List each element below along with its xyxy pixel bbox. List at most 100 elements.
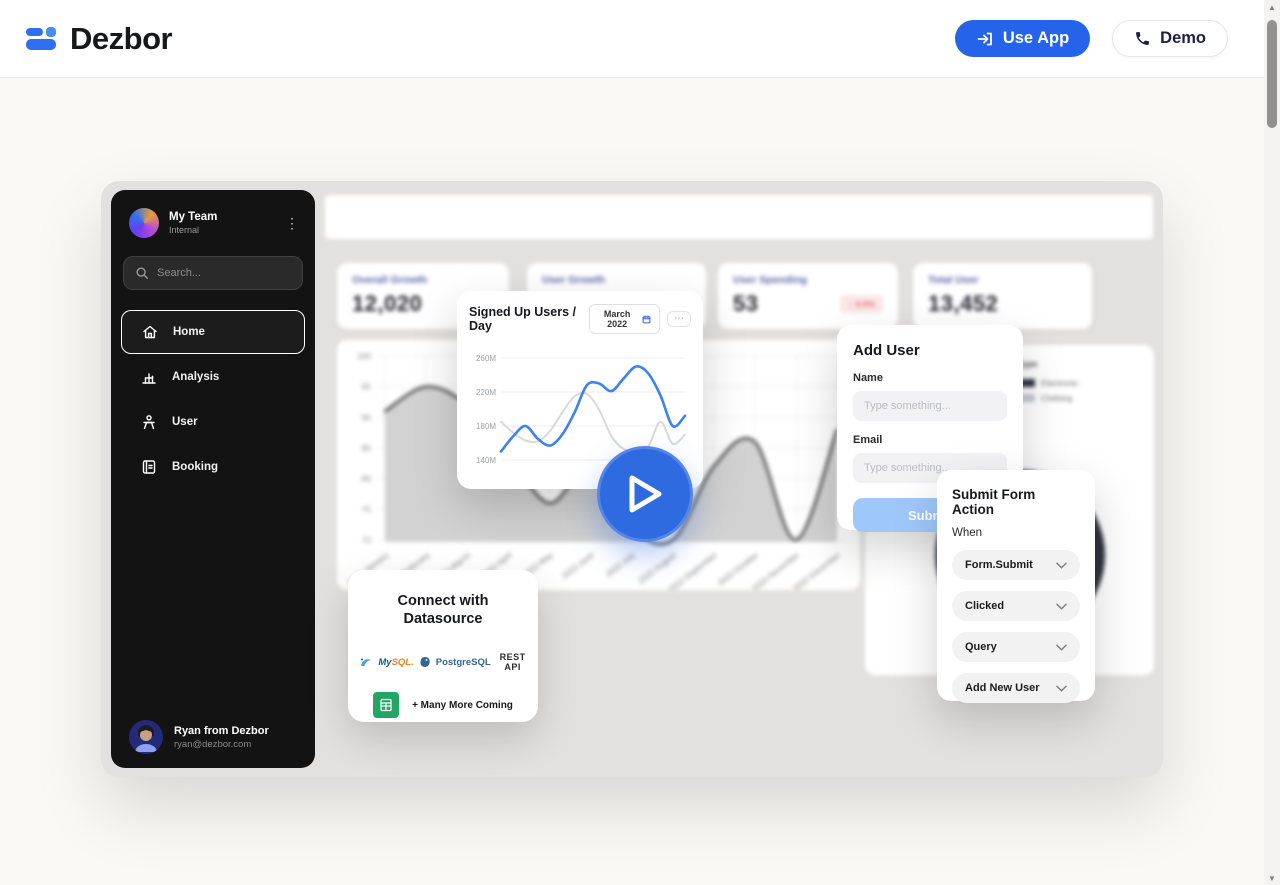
use-app-button[interactable]: Use App [954,20,1091,57]
when-label: When [952,527,983,539]
mock-sidebar: My Team Internal ⋮ Home [111,190,315,768]
more-icon[interactable]: ⋯ [667,311,691,327]
legend-item: Electronic [1017,378,1078,388]
sidebar-item-label: Analysis [172,371,220,383]
svg-text:180M: 180M [476,422,496,431]
legend-item: Clothing [1017,393,1078,403]
dashboard-mockup: My Team Internal ⋮ Home [101,181,1163,777]
postgresql-logo: PostgreSQL [435,656,491,668]
chevron-down-icon [1056,603,1067,610]
legend-label: Clothing [1041,393,1073,403]
sidebar-item-label: Booking [172,461,218,473]
select-value: Form.Submit [965,559,1033,571]
team-name: My Team [169,211,218,223]
sidebar-item-booking[interactable]: Booking [121,445,305,489]
svg-text:260M: 260M [476,354,496,363]
sidebar-search[interactable] [123,256,303,290]
profile-email: ryan@dezbor.com [174,738,252,750]
page-scrollbar[interactable]: ▲ ▼ [1264,0,1280,885]
svg-text:2022-July: 2022-July [604,550,637,578]
period-picker-button[interactable]: March 2022 [589,304,660,334]
trigger-select[interactable]: Form.Submit [952,550,1080,580]
profile-name: Ryan from Dezbor [174,724,269,737]
brand-logo[interactable]: Dezbor [26,20,173,57]
svg-text:2022-August: 2022-August [637,550,679,586]
scrollbar-thumb[interactable] [1267,20,1277,128]
select-value: Clicked [965,600,1005,612]
stat-label: Total User [928,274,979,286]
sidebar-nav: Home Analysis User [111,310,315,489]
more-coming-label: + Many More Coming [412,699,513,711]
svg-text:85: 85 [362,443,372,453]
name-label: Name [853,372,883,384]
legend-swatch-electronic [1017,379,1035,387]
mysql-logo: MySQL. [378,656,414,668]
action-select[interactable]: Query [952,632,1080,662]
search-icon [135,266,149,280]
scroll-up-icon[interactable]: ▲ [1268,2,1276,12]
stat-label: Overall Growth [352,274,428,286]
scroll-down-icon[interactable]: ▼ [1268,873,1276,883]
book-icon [140,458,158,476]
sidebar-item-user[interactable]: User [121,400,305,444]
datasource-title-line1: Connect with [397,593,489,609]
demo-label: Demo [1160,29,1206,47]
select-value: Add New User [965,682,1040,694]
postgresql-elephant-icon [419,656,431,668]
google-sheets-icon [373,692,400,719]
stat-value: 53 [733,291,759,316]
email-label: Email [853,434,883,446]
event-select[interactable]: Clicked [952,591,1080,621]
home-icon [141,323,159,341]
rest-api-label: REST API [499,652,526,673]
sidebar-item-home[interactable]: Home [121,310,305,354]
team-switcher[interactable]: My Team Internal ⋮ [111,190,315,238]
dezbor-logo-icon [26,25,60,53]
person-icon [140,413,158,431]
trend-badge: ↓ 0.5% [840,295,883,313]
select-value: Query [965,641,997,653]
chevron-down-icon [1056,562,1067,569]
team-type: Internal [169,225,200,235]
chevron-down-icon [1056,685,1067,692]
form-action-title: Submit Form Action [952,487,1036,517]
search-input[interactable] [157,267,277,279]
svg-text:95: 95 [362,382,372,392]
bar-chart-icon [140,368,158,386]
stat-card-user-spending: User Spending 53 ↓ 0.5% [718,263,898,329]
calendar-icon [642,314,651,324]
brand-name: Dezbor [70,20,173,56]
svg-text:140M: 140M [476,456,496,465]
site-header: Dezbor Use App Demo [0,0,1280,78]
stat-value: 13,452 [928,291,999,316]
team-avatar [129,208,159,238]
stat-label: User Growth [542,274,606,286]
pie-card-title: Type [1017,359,1038,369]
chevron-down-icon [1056,644,1067,651]
svg-text:70: 70 [362,535,372,545]
query-select[interactable]: Add New User [952,673,1080,703]
period-label: March 2022 [603,309,631,329]
play-video-button[interactable] [597,446,693,542]
signed-up-users-chart: 260M 220M 180M 140M [476,354,687,465]
popup-title: Signed Up Users / Day [469,305,576,333]
kebab-menu-icon[interactable]: ⋮ [285,215,299,231]
svg-text:2022-June: 2022-June [560,550,596,581]
email-field[interactable] [853,453,1007,483]
mysql-dolphin-icon [360,657,373,668]
login-arrow-icon [976,30,994,48]
phone-icon [1134,30,1151,47]
mock-topbar [325,195,1153,239]
stat-label: User Spending [733,274,808,286]
svg-text:100: 100 [357,351,371,361]
svg-text:80: 80 [362,474,372,484]
sidebar-profile[interactable]: Ryan from Dezbor ryan@dezbor.com [129,720,269,754]
stat-value: 12,020 [352,291,423,316]
use-app-label: Use App [1002,29,1070,47]
stat-card-total-user: Total User 13,452 [913,263,1092,329]
svg-text:90: 90 [362,412,372,422]
demo-button[interactable]: Demo [1112,20,1228,57]
sidebar-item-analysis[interactable]: Analysis [121,355,305,399]
arrow-down-icon: ↓ [848,299,853,309]
name-field[interactable] [853,391,1007,421]
